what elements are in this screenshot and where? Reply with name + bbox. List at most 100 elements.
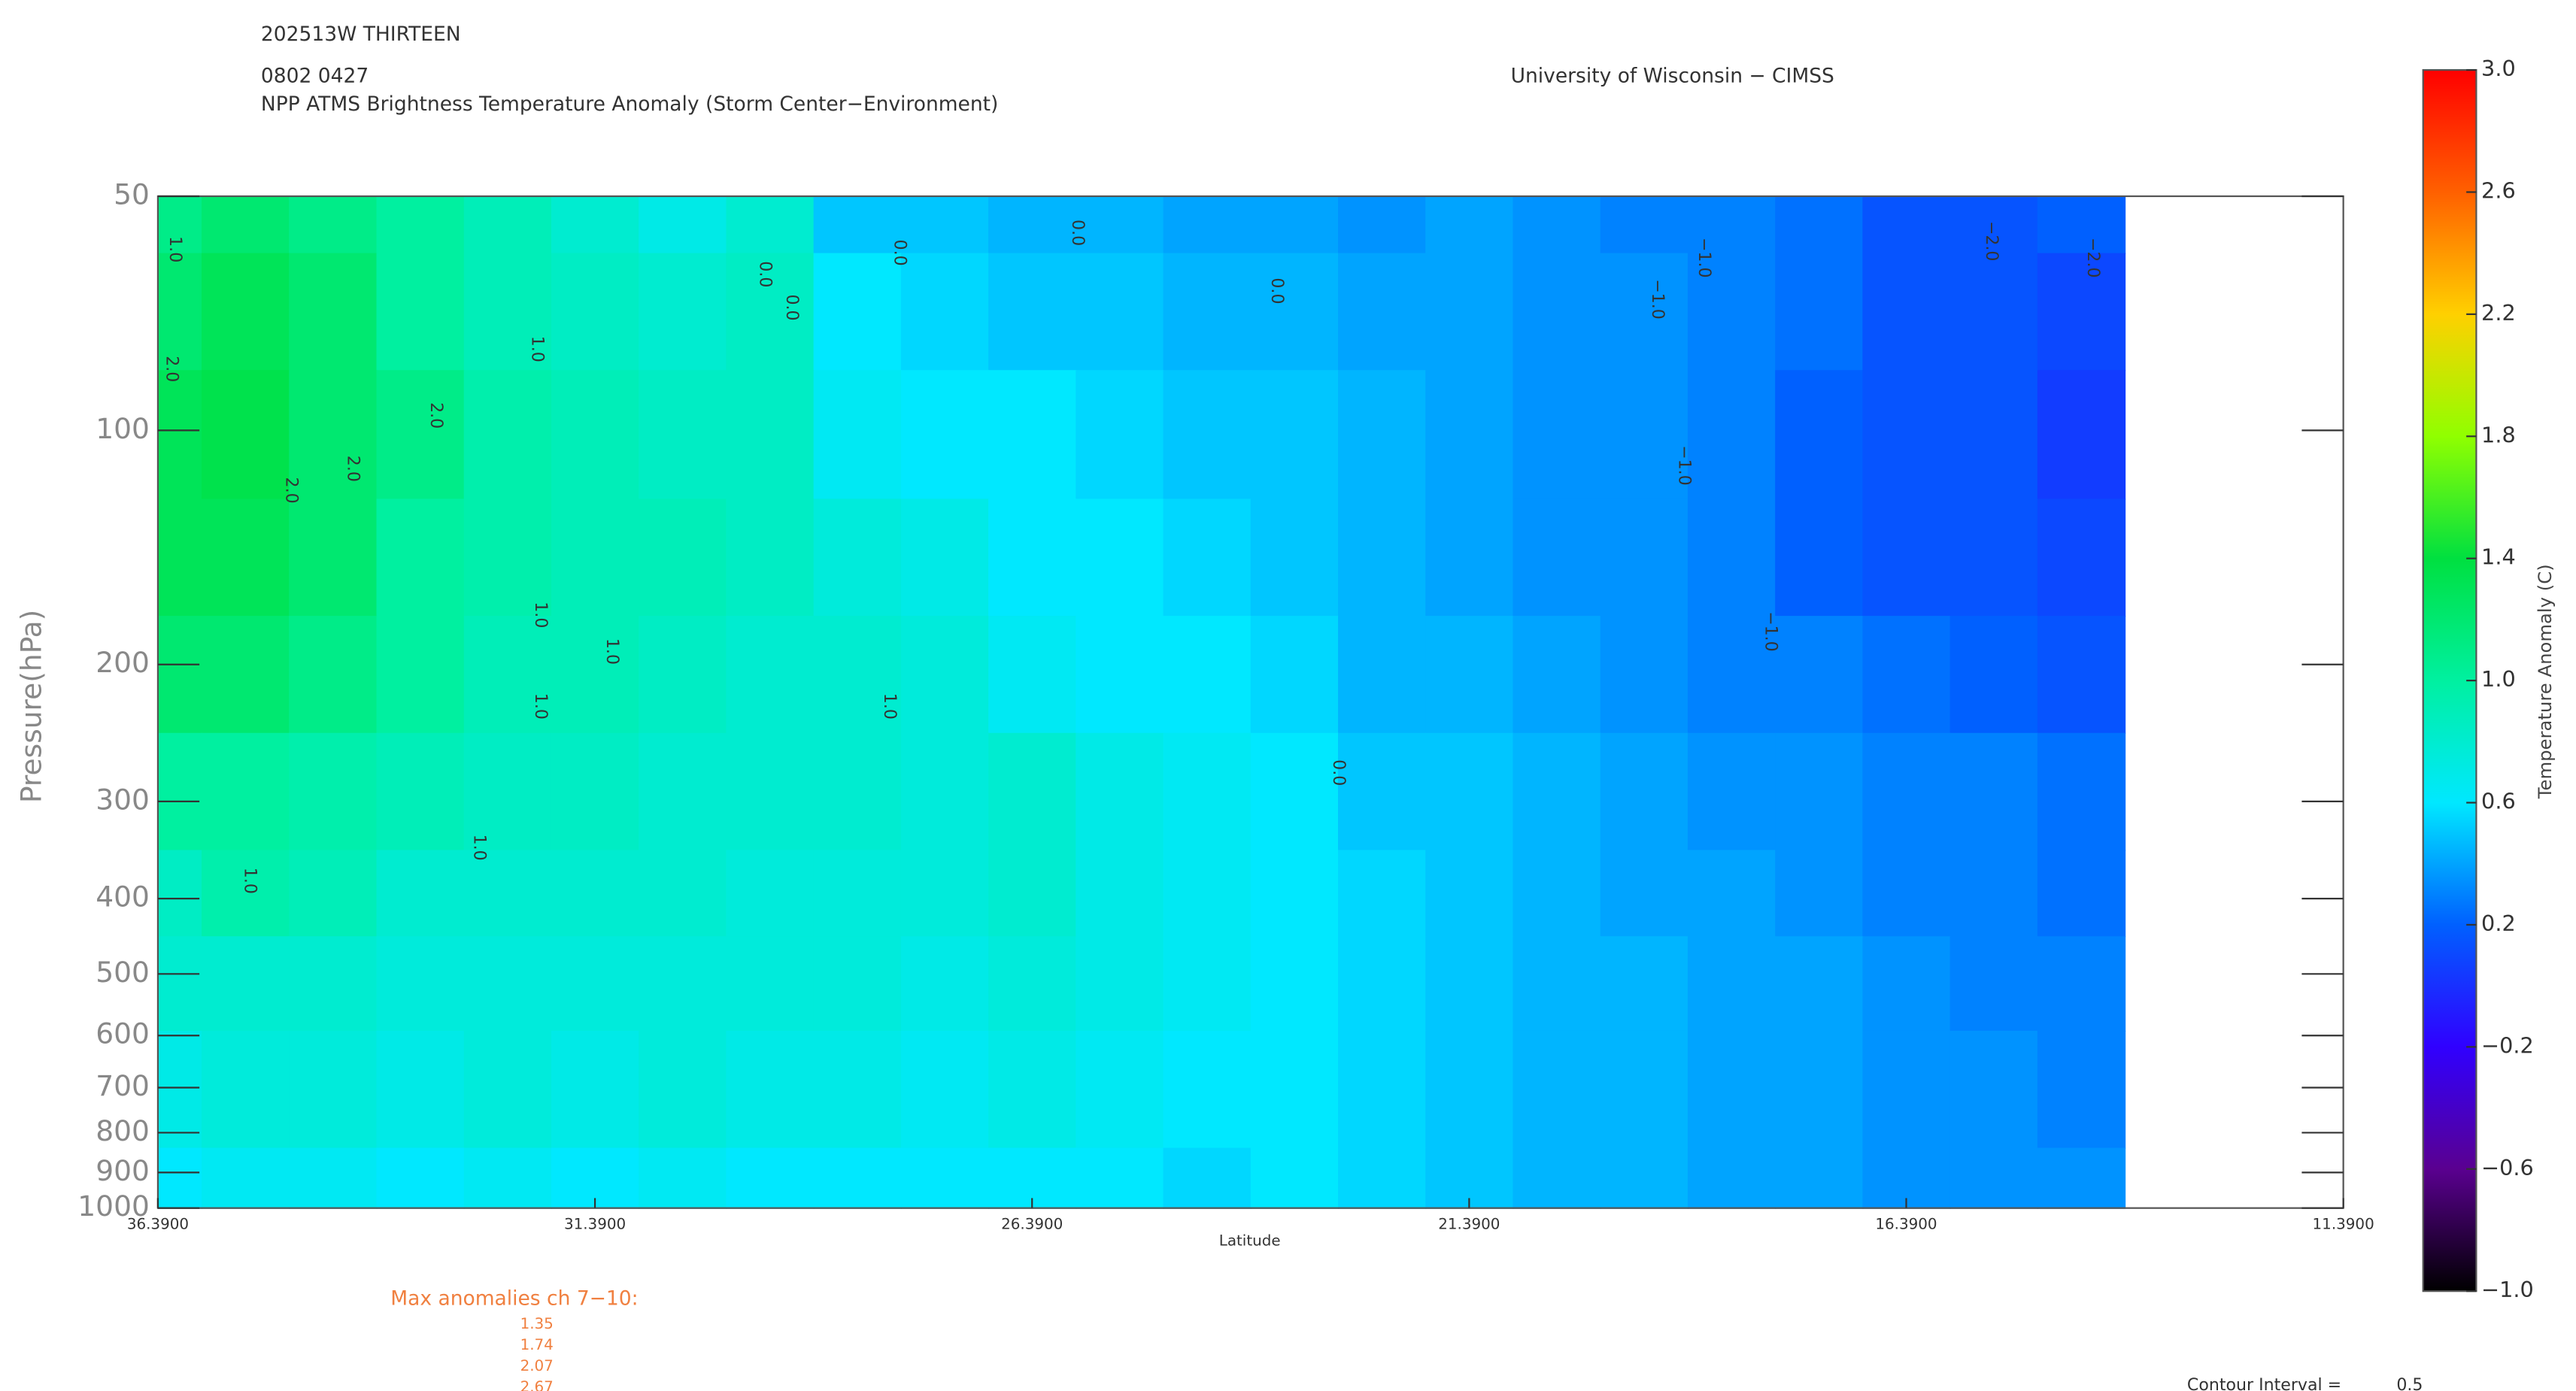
contour-label: 1.0 — [531, 602, 551, 628]
colorbar-tick-label: −1.0 — [2481, 1277, 2534, 1302]
max-anomalies-title: Max anomalies ch 7−10: — [390, 1287, 638, 1311]
field-cell — [900, 936, 990, 1032]
field-cell — [813, 1147, 902, 1209]
field-cell — [1949, 499, 2038, 617]
field-cell — [1250, 936, 1340, 1032]
colorbar-tick-label: 3.0 — [2481, 56, 2516, 81]
field-cell — [1862, 195, 1951, 254]
field-cell — [1076, 253, 1164, 371]
field-cell — [813, 732, 902, 851]
field-cell — [1425, 616, 1514, 734]
field-cell — [157, 370, 203, 500]
contour-label: −1.0 — [1761, 611, 1780, 652]
contour-interval: 0.5 — [2396, 1375, 2423, 1391]
field-cell — [2037, 499, 2126, 617]
field-cell — [463, 499, 553, 617]
field-cell — [988, 1030, 1077, 1149]
field-cell — [289, 195, 378, 254]
field-cell — [1862, 370, 1951, 500]
field-cell — [1775, 1147, 1864, 1209]
field-cell — [639, 370, 727, 500]
y-tick-label: 600 — [96, 1017, 150, 1050]
field-cell — [1513, 850, 1601, 938]
field-cell — [1949, 850, 2038, 938]
field-cell — [157, 1030, 203, 1149]
field-cell — [1600, 850, 1689, 938]
y-tick-label: 800 — [96, 1114, 150, 1147]
field-cell — [1600, 936, 1689, 1032]
field-cell — [1513, 616, 1601, 734]
field-cell — [1949, 1147, 2038, 1209]
field-cell — [2037, 370, 2126, 500]
field-cell — [376, 253, 465, 371]
field-cell — [1425, 936, 1514, 1032]
field-cell — [2037, 1147, 2126, 1209]
colorbar-tick-label: −0.2 — [2481, 1032, 2534, 1058]
field-cell — [376, 1147, 465, 1209]
field-cell — [551, 195, 640, 254]
field-cell — [1425, 1030, 1514, 1149]
field-cell — [2037, 936, 2126, 1032]
contour-label: 0.0 — [1267, 277, 1287, 304]
colorbar-tick-label: 2.6 — [2481, 177, 2516, 203]
field-cell — [639, 732, 727, 851]
contour-label: 1.0 — [880, 693, 900, 720]
field-cell — [726, 1147, 815, 1209]
contour-label: 1.0 — [602, 638, 622, 665]
contour-label: 0.0 — [1329, 759, 1349, 786]
field-cell — [202, 936, 290, 1032]
field-cell — [1250, 1030, 1340, 1149]
field-cell — [1076, 616, 1164, 734]
field-cell — [988, 732, 1077, 851]
field-cell — [988, 370, 1077, 500]
field-cell — [813, 499, 902, 617]
colorbar-label: Temperature Anomaly (C) — [2534, 564, 2556, 799]
field-cell — [1775, 253, 1864, 371]
contour-label: 1.0 — [528, 336, 548, 362]
max-anomaly: 1.35 — [520, 1315, 554, 1332]
max-anomaly: 2.07 — [520, 1357, 554, 1374]
field-cell — [1076, 1147, 1164, 1209]
contour-label: 1.0 — [531, 693, 551, 720]
field-cell — [1076, 195, 1164, 254]
field-cell — [289, 1147, 378, 1209]
field-cell — [1163, 253, 1252, 371]
field-cell — [1775, 370, 1864, 500]
header-time: 0802 0427 — [261, 64, 369, 87]
field-cell — [1338, 936, 1427, 1032]
field-cell — [1862, 936, 1951, 1032]
field-cell — [900, 1147, 990, 1209]
field-cell — [463, 195, 553, 254]
field-cell — [551, 850, 640, 938]
field-cell — [463, 253, 553, 371]
field-cell — [639, 499, 727, 617]
field-cell — [202, 732, 290, 851]
field-cell — [1513, 253, 1601, 371]
contour-label: 1.0 — [165, 236, 185, 262]
field-cell — [463, 936, 553, 1032]
y-tick-label: 200 — [96, 646, 150, 679]
field-cell — [1163, 195, 1252, 254]
contour-label: 2.0 — [162, 356, 182, 382]
colorbar-tick-label: 2.2 — [2481, 300, 2516, 326]
contour-label: 2.0 — [343, 456, 363, 482]
field-cell — [202, 253, 290, 371]
field-cell — [1949, 616, 2038, 734]
field-cell — [726, 936, 815, 1032]
colorbar-tick-label: −0.6 — [2481, 1155, 2534, 1180]
field-cell — [726, 195, 815, 254]
field-cell — [463, 850, 553, 938]
field-cell — [1513, 1030, 1601, 1149]
field-cell — [1687, 499, 1776, 617]
field-cell — [376, 936, 465, 1032]
field-cell — [202, 850, 290, 938]
field-cell — [1250, 195, 1340, 254]
field-cell — [1687, 616, 1776, 734]
plot-frame — [156, 195, 2344, 1209]
field-cell — [726, 732, 815, 851]
field-cell — [988, 253, 1077, 371]
field-cell — [2037, 195, 2126, 254]
field-cell — [551, 936, 640, 1032]
field-cell — [1425, 370, 1514, 500]
field-cell — [900, 1030, 990, 1149]
